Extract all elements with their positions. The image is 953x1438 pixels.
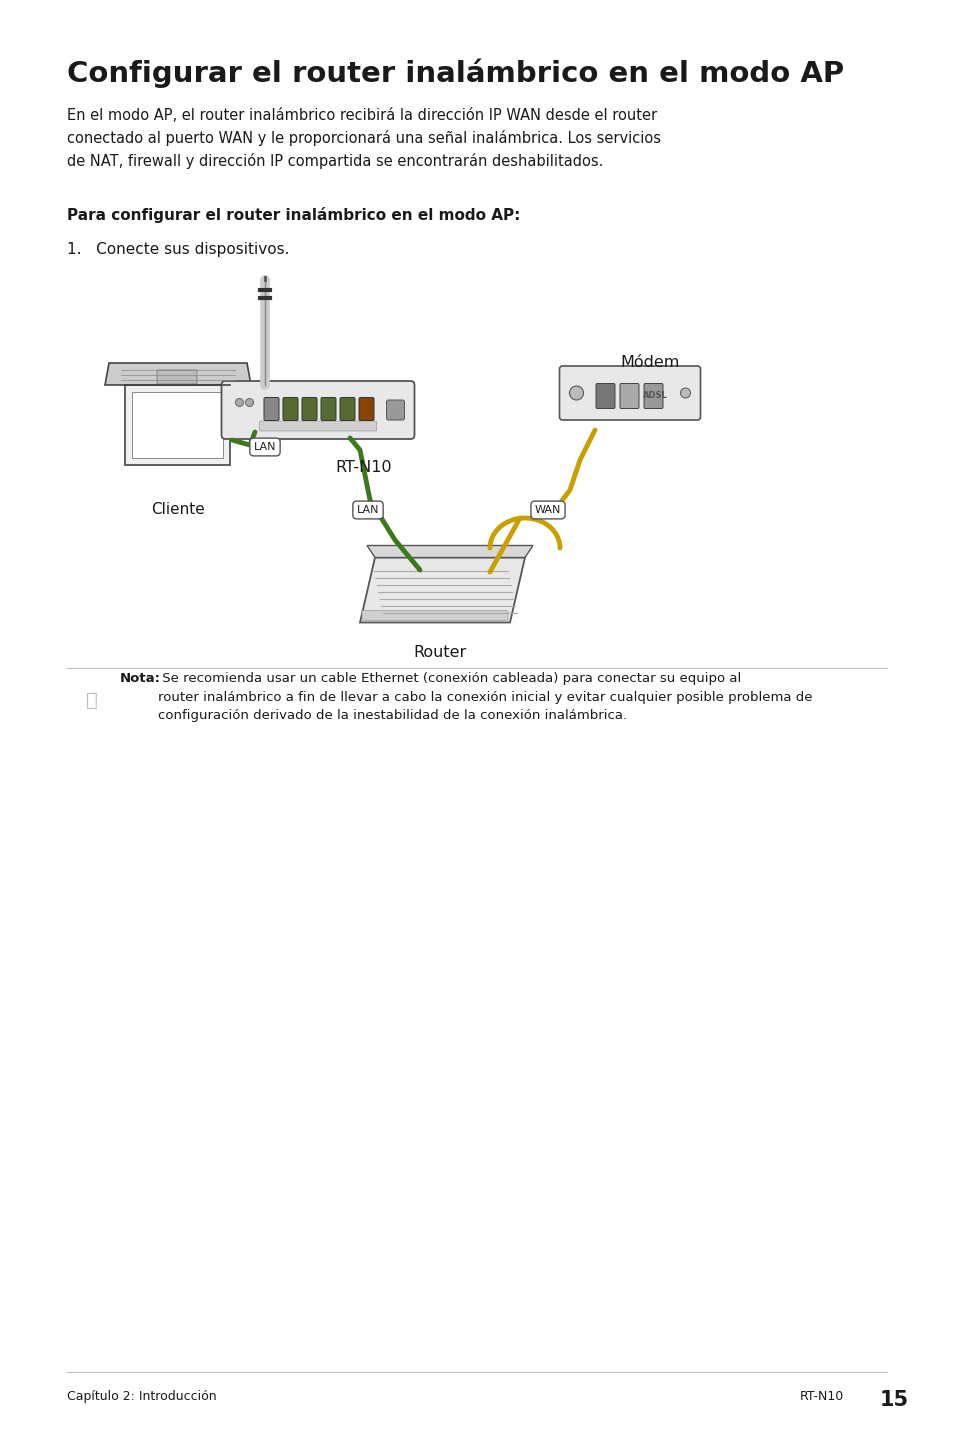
Circle shape (569, 385, 583, 400)
Text: 15: 15 (879, 1391, 908, 1411)
Circle shape (245, 398, 253, 407)
FancyBboxPatch shape (361, 611, 507, 621)
Text: ADSL: ADSL (642, 391, 667, 401)
FancyBboxPatch shape (358, 397, 374, 420)
FancyBboxPatch shape (619, 384, 639, 408)
Text: Configurar el router inalámbrico en el modo AP: Configurar el router inalámbrico en el m… (67, 58, 843, 88)
FancyBboxPatch shape (643, 384, 662, 408)
Text: 🖊: 🖊 (86, 690, 98, 709)
Text: Capítulo 2: Introducción: Capítulo 2: Introducción (67, 1391, 216, 1403)
Text: Nota:: Nota: (120, 672, 161, 684)
Text: En el modo AP, el router inalámbrico recibirá la dirección IP WAN desde el route: En el modo AP, el router inalámbrico rec… (67, 108, 660, 170)
Polygon shape (126, 385, 231, 464)
Polygon shape (359, 558, 524, 623)
Text: Router: Router (413, 646, 466, 660)
FancyBboxPatch shape (283, 397, 297, 420)
Text: Para configurar el router inalámbrico en el modo AP:: Para configurar el router inalámbrico en… (67, 207, 519, 223)
Text: Módem: Módem (619, 355, 679, 370)
FancyBboxPatch shape (221, 381, 414, 439)
FancyBboxPatch shape (596, 384, 615, 408)
FancyBboxPatch shape (339, 397, 355, 420)
FancyBboxPatch shape (302, 397, 316, 420)
Polygon shape (105, 362, 251, 385)
Text: Se recomienda usar un cable Ethernet (conexión cableada) para conectar su equipo: Se recomienda usar un cable Ethernet (co… (158, 672, 812, 722)
FancyBboxPatch shape (386, 400, 404, 420)
Text: RT-N10: RT-N10 (335, 460, 392, 475)
Polygon shape (132, 393, 223, 457)
Text: LAN: LAN (253, 441, 276, 452)
Circle shape (679, 388, 690, 398)
Polygon shape (367, 545, 533, 558)
Text: WAN: WAN (535, 505, 560, 515)
FancyBboxPatch shape (157, 370, 196, 384)
FancyBboxPatch shape (259, 421, 376, 431)
Text: LAN: LAN (356, 505, 379, 515)
Circle shape (235, 398, 243, 407)
FancyBboxPatch shape (320, 397, 335, 420)
Text: RT-N10: RT-N10 (800, 1391, 843, 1403)
FancyBboxPatch shape (264, 397, 278, 420)
Text: Cliente: Cliente (151, 502, 205, 518)
Text: 1.   Conecte sus dispositivos.: 1. Conecte sus dispositivos. (67, 242, 289, 257)
FancyBboxPatch shape (558, 367, 700, 420)
